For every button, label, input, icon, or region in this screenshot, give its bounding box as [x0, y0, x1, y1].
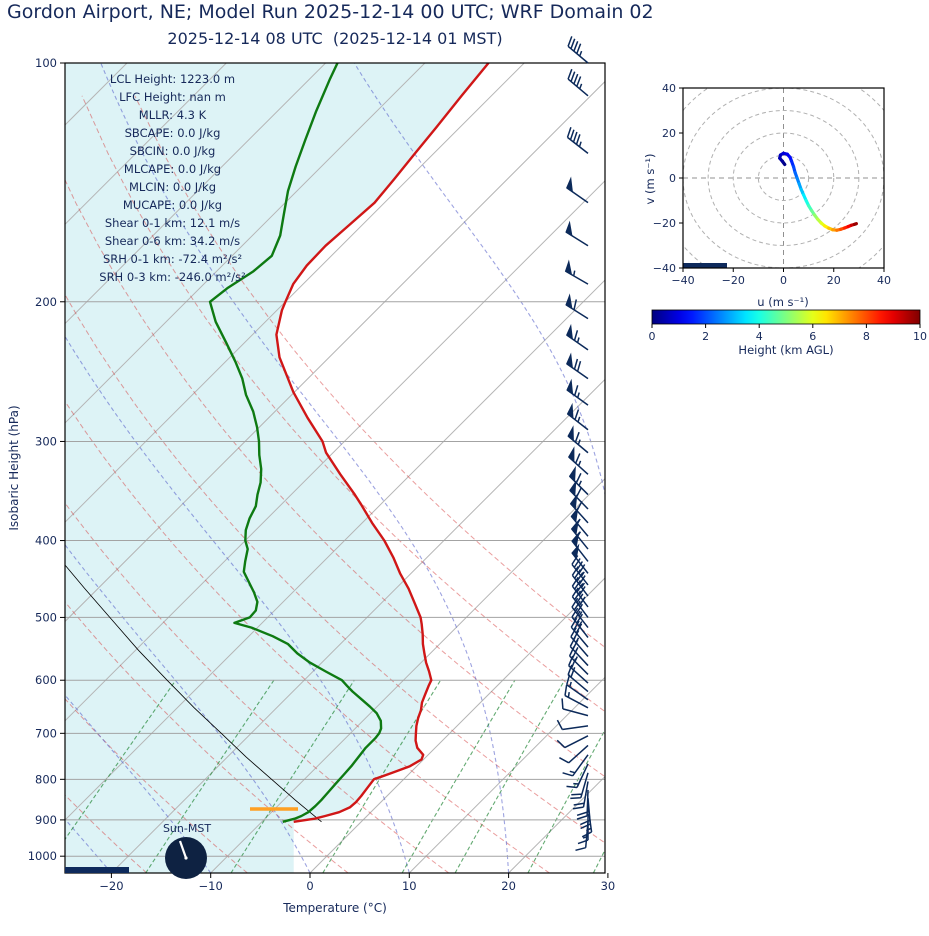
stat-line-mllr: MLLR: 4.3 K: [138, 108, 207, 122]
svg-text:0: 0: [306, 879, 313, 893]
sounding-stats-box: LCL Height: 1223.0 m LFC Height: nan m M…: [30, 70, 315, 286]
wind-barbs: [556, 36, 593, 852]
svg-text:40: 40: [662, 82, 676, 95]
svg-text:40: 40: [877, 274, 891, 287]
svg-text:0: 0: [669, 172, 676, 185]
hodograph-xaxis-label: u (m s⁻¹): [757, 295, 809, 309]
stat-line-srh01: SRH 0-1 km: -72.4 m²/s²: [102, 252, 243, 266]
svg-text:100: 100: [35, 56, 57, 70]
colorbar-label: Height (km AGL): [738, 343, 834, 357]
temperature-trace: [275, 63, 490, 823]
dewpoint-trace: [208, 63, 383, 823]
svg-text:0: 0: [780, 274, 787, 287]
svg-text:−40: −40: [671, 274, 694, 287]
svg-text:200: 200: [35, 295, 57, 309]
valid-time-subtitle: 2025-12-14 08 UTC (2025-12-14 01 MST): [167, 29, 503, 48]
hodograph-yaxis-label: v (m s⁻¹): [643, 153, 657, 205]
skewt-yaxis-label: Isobaric Height (hPa): [7, 405, 21, 531]
height-colorbar: [651, 309, 921, 325]
stat-line-lfc: LFC Height: nan m: [119, 90, 226, 104]
stat-line-mucape: MUCAPE: 0.0 J/kg: [122, 198, 223, 212]
sun-time-label: Sun-MST: [162, 822, 212, 835]
surface-bar: [65, 867, 129, 873]
svg-text:20: 20: [662, 127, 676, 140]
svg-text:4: 4: [756, 330, 763, 343]
svg-text:800: 800: [35, 772, 57, 786]
svg-text:400: 400: [35, 534, 57, 548]
svg-text:900: 900: [35, 813, 57, 827]
svg-text:−20: −20: [722, 274, 745, 287]
svg-text:300: 300: [35, 434, 57, 448]
svg-text:20: 20: [501, 879, 516, 893]
figure-title: Gordon Airport, NE; Model Run 2025-12-14…: [7, 1, 654, 23]
stat-line-mlcin: MLCIN: 0.0 J/kg: [128, 180, 217, 194]
stat-line-mlcape: MLCAPE: 0.0 J/kg: [123, 162, 222, 176]
svg-text:−40: −40: [653, 262, 676, 275]
svg-text:10: 10: [913, 330, 927, 343]
svg-text:700: 700: [35, 726, 57, 740]
svg-text:8: 8: [863, 330, 870, 343]
svg-text:20: 20: [827, 274, 841, 287]
stat-line-shear01: Shear 0-1 km: 12.1 m/s: [104, 216, 241, 230]
skewt-axes-box: [64, 62, 606, 874]
svg-text:0: 0: [649, 330, 656, 343]
stat-line-shear06: Shear 0-6 km: 34.2 m/s: [104, 234, 241, 248]
hodograph-plot-area: [683, 88, 884, 268]
svg-text:−20: −20: [99, 879, 123, 893]
svg-text:30: 30: [601, 879, 616, 893]
stat-line-sbcin: SBCIN: 0.0 J/kg: [129, 144, 216, 158]
svg-text:500: 500: [35, 610, 57, 624]
svg-text:1000: 1000: [28, 849, 57, 863]
stat-line-srh03: SRH 0-3 km: -246.0 m²/s²: [99, 270, 246, 284]
svg-text:−20: −20: [653, 217, 676, 230]
svg-text:−10: −10: [199, 879, 223, 893]
stat-line-lcl: LCL Height: 1223.0 m: [109, 72, 236, 86]
skewt-xaxis-label: Temperature (°C): [283, 901, 387, 915]
svg-text:2: 2: [702, 330, 709, 343]
skewt-plot-area: [65, 63, 605, 873]
svg-text:10: 10: [402, 879, 417, 893]
svg-text:600: 600: [35, 673, 57, 687]
svg-text:6: 6: [809, 330, 816, 343]
stat-line-sbcape: SBCAPE: 0.0 J/kg: [124, 126, 221, 140]
hodograph-surface-bar: [683, 263, 727, 268]
